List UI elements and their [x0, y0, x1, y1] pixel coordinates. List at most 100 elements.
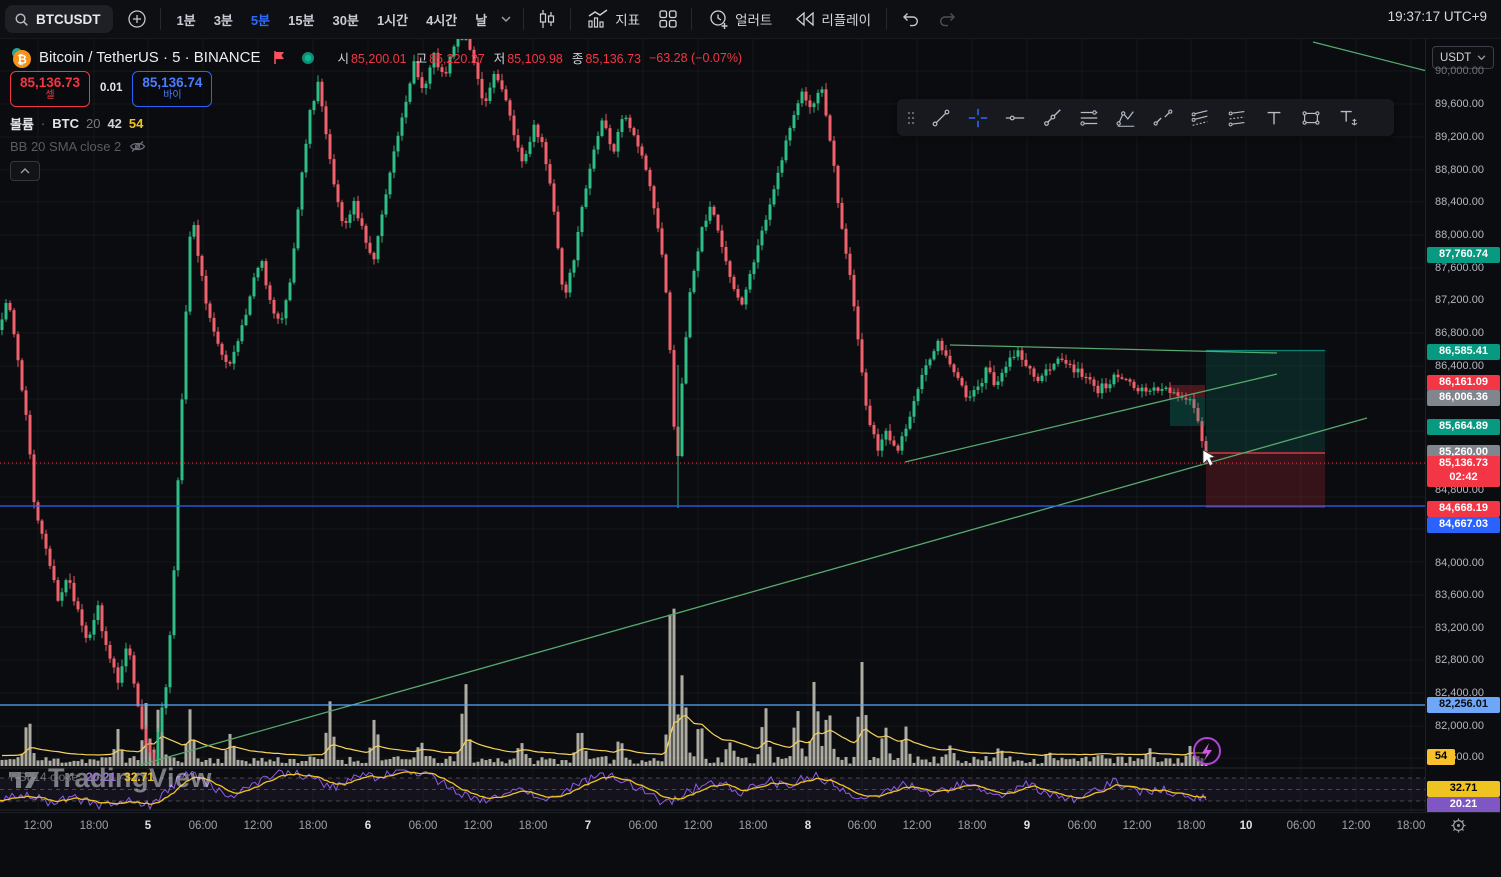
- indicators-button[interactable]: 지표: [578, 4, 648, 34]
- flag-icon[interactable]: [272, 50, 287, 65]
- price-axis[interactable]: USDT 90,000.00 89,600.00 89,200.00 88,800.0…: [1425, 38, 1501, 813]
- currency-dropdown[interactable]: USDT: [1432, 46, 1494, 69]
- symbol-title[interactable]: Bitcoin / TetherUS · 5 · BINANCE: [39, 49, 261, 66]
- sell-price: 85,136.73: [19, 75, 81, 91]
- trend-line-tool[interactable]: [924, 103, 957, 132]
- bb-indicator-legend[interactable]: BB 20 SMA close 2: [10, 139, 146, 154]
- time-axis[interactable]: 12:00 18:00 5 06:00 12:00 18:00 6 06:00 12:00 18:…: [0, 812, 1501, 842]
- polyline-tool[interactable]: [1109, 103, 1142, 132]
- price-badge: 32.71: [1427, 781, 1500, 797]
- time-tick: 18:00: [1396, 820, 1426, 832]
- timeframe-button-4시간[interactable]: 4시간: [417, 6, 466, 32]
- ohlc-item: 저 85,109.98: [494, 48, 563, 67]
- price-tick: 87,200.00: [1435, 294, 1484, 306]
- time-tick: 12:00: [463, 820, 493, 832]
- time-tick: 18:00: [298, 820, 328, 832]
- clock-timezone[interactable]: 19:37:17 UTC+9: [1387, 9, 1487, 24]
- time-tick: 06:00: [188, 820, 218, 832]
- badge-price: 32.71: [1449, 782, 1478, 795]
- ohlc-value: 85,200.01: [350, 52, 407, 66]
- price-badge: 20.21: [1427, 797, 1500, 813]
- toolbar-divider: [159, 8, 161, 30]
- eye-hidden-icon[interactable]: [129, 140, 146, 153]
- text-tool[interactable]: [1257, 103, 1290, 132]
- price-badge[interactable]: 82,256.01: [1427, 697, 1500, 713]
- chevron-up-icon: [20, 168, 30, 174]
- alert-button[interactable]: 얼러트: [699, 4, 780, 34]
- disjoint-channel-tool[interactable]: [1146, 103, 1179, 132]
- timeframe-button-날[interactable]: 날: [466, 6, 496, 32]
- toolbar-divider: [570, 8, 572, 30]
- market-status-icon[interactable]: [301, 51, 315, 65]
- badge-price: 84,668.19: [1439, 502, 1488, 515]
- buy-label: 바이: [163, 90, 182, 102]
- parallel-lines-tool[interactable]: [1072, 103, 1105, 132]
- ohlc-label: 저: [493, 52, 506, 66]
- rsi-indicator-legend[interactable]: RSI 14 close 20.21 32.71: [10, 770, 154, 784]
- time-tick: 12:00: [1122, 820, 1152, 832]
- redo-button[interactable]: [932, 4, 964, 34]
- price-badge[interactable]: 85,664.89: [1427, 419, 1500, 435]
- flat-channel-tool[interactable]: [1220, 103, 1253, 132]
- rectangle-tool[interactable]: [1294, 103, 1327, 132]
- price-badge[interactable]: 86,006.36: [1427, 390, 1500, 406]
- timeframe-button-15분[interactable]: 15분: [279, 6, 323, 32]
- timeframe-list: 1분 3분 5분 15분 30분 1시간 4시간 날: [168, 6, 497, 32]
- price-tick: 87,600.00: [1435, 262, 1484, 274]
- price-tick: 88,800.00: [1435, 164, 1484, 176]
- buy-button[interactable]: 85,136.74 바이: [132, 71, 213, 107]
- replay-button[interactable]: 리플레이: [786, 4, 879, 34]
- price-change: −63.28 (−0.07%): [648, 50, 743, 65]
- price-badge[interactable]: 84,667.03: [1427, 517, 1500, 533]
- badge-price: 84,667.03: [1439, 518, 1488, 531]
- time-tick: 12:00: [23, 820, 53, 832]
- ohlc-value: 85,136.73: [585, 52, 641, 66]
- ray-tool[interactable]: [1035, 103, 1068, 132]
- timeframe-button-1시간[interactable]: 1시간: [368, 6, 417, 32]
- price-tick: 88,400.00: [1435, 196, 1484, 208]
- watermark-text: TradingView: [48, 763, 213, 793]
- timeframe-button-3분[interactable]: 3분: [205, 6, 242, 32]
- trade-panel: 85,136.73 셀 0.01 85,136.74 바이: [10, 71, 213, 107]
- volume-indicator-legend[interactable]: 볼륨 · BTC 20 42 54: [10, 114, 143, 133]
- timeframe-button-1분[interactable]: 1분: [168, 6, 205, 32]
- drag-handle-icon[interactable]: [902, 103, 920, 132]
- timeframe-button-5분[interactable]: 5분: [242, 6, 279, 32]
- layout-grid-button[interactable]: [652, 4, 684, 34]
- alert-clock-icon: [710, 9, 728, 29]
- horizontal-line-tool[interactable]: [998, 103, 1031, 132]
- ohlc-value: 85,220.27: [429, 52, 485, 66]
- time-tick: 7: [584, 820, 592, 832]
- timeframe-dropdown-button[interactable]: [496, 4, 516, 34]
- badge-price: 85,664.89: [1439, 420, 1488, 433]
- symbol-search-button[interactable]: BTCUSDT: [5, 5, 113, 33]
- time-tick: 18:00: [518, 820, 548, 832]
- legend-collapse-button[interactable]: [10, 161, 40, 181]
- crosshair-tool[interactable]: [961, 103, 994, 132]
- timeframe-button-30분[interactable]: 30분: [324, 6, 368, 32]
- toolbar-divider: [886, 8, 888, 30]
- undo-button[interactable]: [894, 4, 926, 34]
- time-tick: 9: [1023, 820, 1031, 832]
- alert-label: 얼러트: [735, 13, 773, 28]
- badge-price: 82,256.01: [1439, 698, 1488, 711]
- badge-price: 85,260.00: [1439, 446, 1488, 459]
- time-tick: 06:00: [408, 820, 438, 832]
- price-badge[interactable]: 87,760.74: [1427, 247, 1500, 263]
- price-badge[interactable]: 84,668.19: [1427, 501, 1500, 517]
- price-tick: 89,600.00: [1435, 98, 1484, 110]
- regression-trend-tool[interactable]: [1183, 103, 1216, 132]
- time-tick: 18:00: [1176, 820, 1206, 832]
- sell-button[interactable]: 85,136.73 셀: [10, 71, 90, 107]
- axis-settings-icon[interactable]: [1450, 817, 1467, 834]
- chart-style-button[interactable]: [531, 4, 563, 34]
- anchored-text-tool[interactable]: [1331, 103, 1364, 132]
- ohlc-label: 고: [415, 52, 428, 66]
- compare-add-button[interactable]: [121, 4, 153, 34]
- price-badge[interactable]: 86,161.09: [1427, 375, 1500, 391]
- spread-value: 0.01: [100, 82, 123, 94]
- tradingview-watermark[interactable]: TradingView: [8, 763, 212, 794]
- price-badge[interactable]: 86,585.41: [1427, 344, 1500, 360]
- chevron-down-icon: [501, 15, 511, 22]
